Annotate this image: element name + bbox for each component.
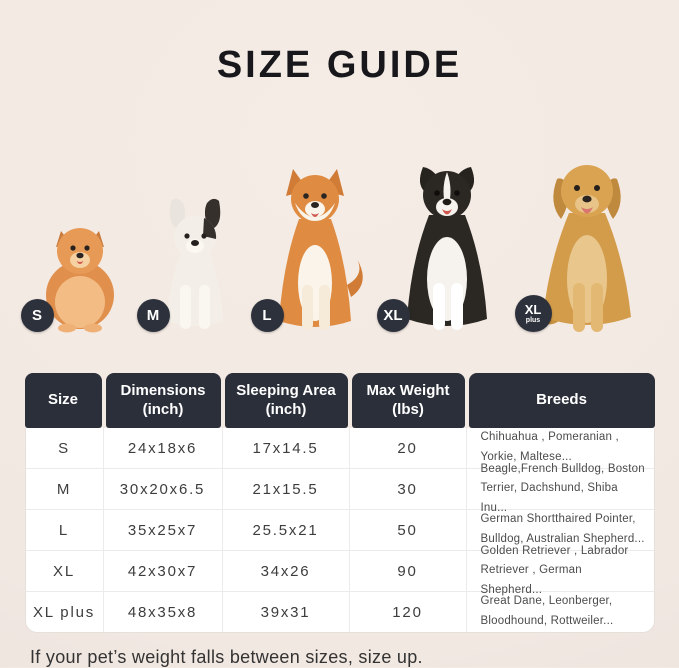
cell-max-weight: 120: [350, 592, 467, 632]
size-badge-s: S: [20, 299, 54, 332]
page-title: SIZE GUIDE: [216, 44, 463, 86]
cell-sleeping-area: 39x31: [223, 592, 350, 632]
cell-sleeping-area: 34x26: [223, 551, 350, 591]
size-badge-label: L: [262, 307, 272, 324]
size-badge-l: L: [250, 299, 284, 332]
pomeranian-illustration: [45, 228, 114, 333]
golden-retriever-illustration: [535, 165, 631, 332]
cell-dimensions: 42x30x7: [104, 551, 223, 591]
dog-figure-small: S: [20, 217, 123, 333]
size-badge-xl: XL: [376, 299, 410, 332]
table-header-row: Size Dimensions (inch) Sleeping Area (in…: [24, 373, 655, 428]
size-badge-xlplus: XL plus: [514, 295, 552, 332]
dog-figure-xlarge: XL: [376, 157, 501, 333]
dog-figure-medium: M: [136, 193, 237, 333]
header-unit: (lbs): [392, 400, 424, 418]
footer-note: If your pet’s weight falls between sizes…: [30, 647, 423, 667]
french-bulldog-illustration: [166, 198, 223, 329]
header-cell-max-weight: Max Weight (lbs): [351, 373, 465, 428]
size-badge-sublabel: plus: [525, 317, 541, 324]
dogs-row: S M: [0, 137, 679, 333]
cell-max-weight: 30: [350, 469, 467, 509]
cell-dimensions: 30x20x6.5: [104, 469, 223, 509]
header-title: Sleeping Area: [236, 381, 336, 399]
dog-figure-xlplus: XL plus: [514, 151, 643, 333]
header-unit: (inch): [142, 400, 184, 418]
border-collie-illustration: [406, 167, 487, 330]
shiba-inu-illustration: [278, 169, 363, 330]
cell-dimensions: 48x35x8: [104, 592, 223, 632]
header-title: Breeds: [536, 391, 587, 409]
cell-dimensions: 24x18x6: [104, 428, 223, 468]
size-badge-label: S: [31, 307, 42, 324]
cell-max-weight: 90: [350, 551, 467, 591]
header-title: Dimensions: [120, 381, 206, 399]
cell-sleeping-area: 17x14.5: [223, 428, 350, 468]
cell-breeds: Chihuahua , Pomeranian , Yorkie, Maltese…: [480, 431, 619, 463]
cell-breeds: Golden Retriever , Labrador Retriever , …: [480, 544, 629, 596]
header-cell-size: Size: [24, 373, 102, 428]
size-badge-label: M: [146, 307, 160, 324]
cell-max-weight: 20: [350, 428, 467, 468]
header-title: Max Weight: [366, 381, 450, 399]
dog-figure-large: L: [250, 163, 363, 333]
header-cell-dimensions: Dimensions (inch): [105, 373, 221, 428]
size-badge-label: XL: [383, 307, 403, 324]
cell-size: XL plus: [26, 592, 104, 632]
cell-breeds: Great Dane, Leonberger, Bloodhound, Rott…: [480, 595, 614, 627]
cell-size: L: [26, 510, 104, 550]
cell-max-weight: 50: [350, 510, 467, 550]
cell-breeds: Beagle,French Bulldog, Boston Terrier, D…: [480, 462, 645, 514]
cell-size: XL: [26, 551, 104, 591]
header-cell-breeds: Breeds: [468, 373, 655, 428]
size-badge-label: XL: [524, 302, 542, 317]
table-row-s: S 24x18x6 17x14.5 20 Chihuahua , Pomeran…: [26, 428, 654, 468]
header-unit: (inch): [265, 400, 307, 418]
table-row-xl: XL 42x30x7 34x26 90 Golden Retriever , L…: [25, 544, 654, 596]
cell-size: M: [26, 469, 104, 509]
size-table: Size Dimensions (inch) Sleeping Area (in…: [24, 373, 655, 633]
cell-dimensions: 35x25x7: [104, 510, 223, 550]
cell-sleeping-area: 25.5x21: [223, 510, 350, 550]
table-row-m: M 30x20x6.5 21x15.5 30 Beagle,French Bul…: [25, 462, 654, 514]
table-row-xlplus: XL plus 48x35x8 39x31 120 Great Dane, Le…: [25, 591, 654, 632]
cell-sleeping-area: 21x15.5: [223, 469, 350, 509]
table-row-l: L 35x25x7 25.5x21 50 German Shortthaired…: [25, 509, 654, 550]
cell-breeds: German Shortthaired Pointer, Bulldog, Au…: [480, 513, 645, 545]
header-cell-sleeping-area: Sleeping Area (inch): [224, 373, 348, 428]
size-badge-m: M: [136, 299, 170, 332]
header-title: Size: [47, 391, 78, 409]
cell-size: S: [26, 428, 104, 468]
table-body: S 24x18x6 17x14.5 20 Chihuahua , Pomeran…: [24, 428, 655, 633]
